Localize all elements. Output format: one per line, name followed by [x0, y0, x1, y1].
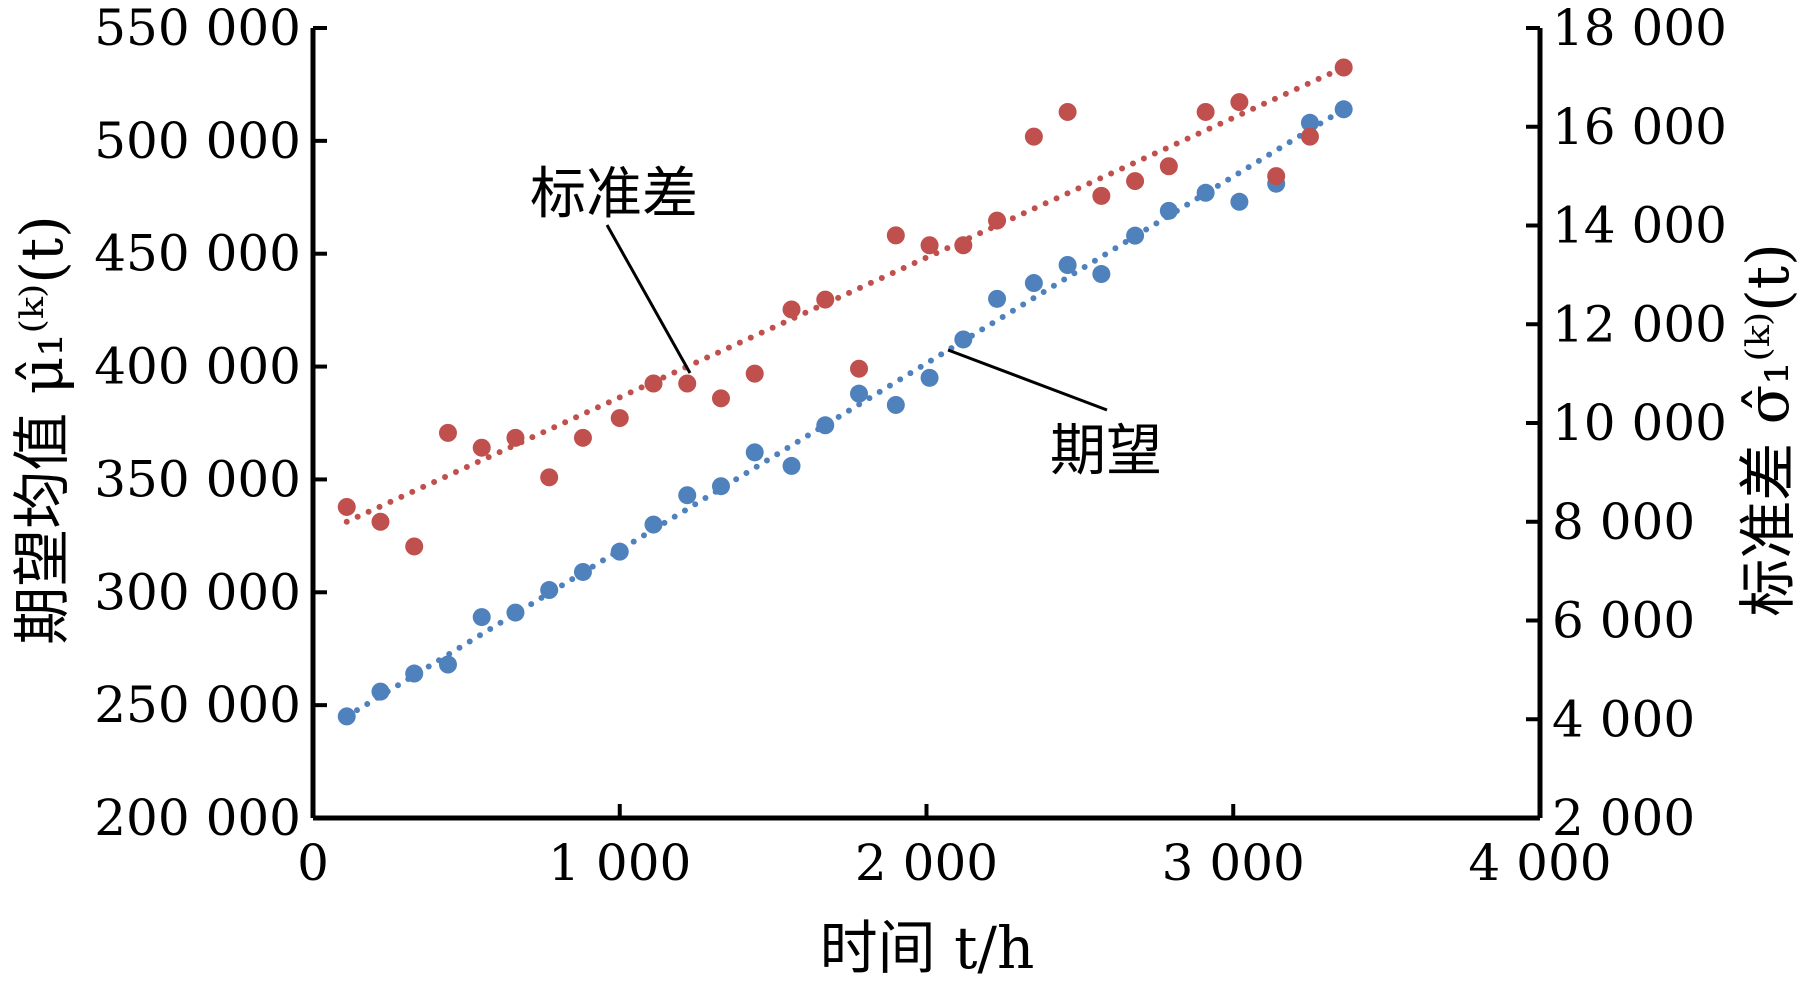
annotation-std: 标准差	[530, 162, 698, 227]
x-tick-label: 1 000	[548, 834, 691, 892]
point-mean	[1300, 113, 1319, 132]
y-right-tick-label: 16 000	[1552, 98, 1727, 156]
point-std	[988, 211, 1007, 230]
point-mean	[1092, 265, 1111, 284]
x-tick-label: 4 000	[1468, 834, 1611, 892]
point-mean	[1230, 192, 1249, 211]
point-mean	[745, 443, 764, 462]
point-mean	[1159, 201, 1178, 220]
point-std	[1159, 157, 1178, 176]
point-mean	[816, 416, 835, 435]
ticks: 0 1 000 2 000 3 000 4 000 200 000 250 000 300 0…	[94, 0, 1727, 892]
point-mean	[610, 542, 629, 561]
data-points	[337, 58, 1353, 726]
point-mean	[711, 477, 730, 496]
point-std	[678, 374, 697, 393]
point-std	[1230, 93, 1249, 112]
point-std	[954, 236, 973, 255]
y-left-tick-label: 350 000	[94, 450, 301, 508]
annotation-mean-leader	[947, 348, 1108, 412]
y-left-tick-label: 450 000	[94, 225, 301, 283]
point-std	[540, 468, 559, 487]
point-std	[610, 409, 629, 428]
x-tick-label: 2 000	[855, 834, 998, 892]
point-std	[816, 290, 835, 309]
point-mean	[438, 655, 457, 674]
point-std	[920, 236, 939, 255]
x-tick-label: 0	[297, 834, 329, 892]
point-mean	[540, 581, 559, 600]
point-std	[745, 364, 764, 383]
point-mean	[371, 682, 390, 701]
point-mean	[1058, 256, 1077, 274]
point-std	[1196, 102, 1215, 121]
y-left-tick-label: 500 000	[94, 112, 301, 170]
y-left-tick-label: 400 000	[94, 338, 301, 396]
y-left-tick-label: 550 000	[94, 0, 301, 57]
y-left-tick-label: 300 000	[94, 563, 301, 621]
point-mean	[988, 289, 1007, 308]
annotation-std-leader	[605, 224, 692, 374]
y-left-tick-label: 200 000	[94, 789, 301, 847]
point-std	[1300, 127, 1319, 146]
point-mean	[678, 486, 697, 505]
point-std	[1267, 167, 1286, 186]
point-mean	[782, 456, 801, 475]
point-mean	[1024, 274, 1043, 293]
y-right-tick-label: 14 000	[1552, 197, 1727, 255]
point-std	[644, 374, 663, 393]
point-std	[438, 423, 457, 442]
trend-lines	[343, 64, 1347, 720]
point-std	[506, 428, 525, 447]
y-right-tick-label: 8 000	[1552, 493, 1695, 551]
annotation-mean: 期望	[1050, 419, 1162, 484]
point-std	[1092, 186, 1111, 205]
point-std	[1058, 102, 1077, 121]
point-std	[1024, 127, 1043, 146]
point-mean	[850, 384, 869, 403]
point-std	[371, 512, 390, 531]
y-left-axis-title: 期望均值 μ̂₁⁽ᵏ⁾(t)	[8, 215, 76, 645]
point-mean	[573, 562, 592, 581]
point-std	[711, 389, 730, 408]
point-std	[337, 497, 356, 516]
point-std	[472, 438, 491, 457]
point-mean	[405, 664, 424, 683]
point-std	[405, 537, 424, 556]
point-std	[1126, 172, 1145, 191]
axes	[310, 28, 1543, 821]
y-right-tick-label: 10 000	[1552, 394, 1727, 452]
y-right-tick-label: 6 000	[1552, 592, 1695, 650]
point-mean	[1334, 100, 1353, 119]
trend-line-std	[343, 64, 1347, 525]
point-mean	[644, 515, 663, 534]
y-right-tick-label: 4 000	[1552, 690, 1695, 748]
point-mean	[920, 368, 939, 387]
point-std	[1334, 58, 1353, 77]
trend-line-mean	[343, 106, 1347, 720]
point-std	[573, 428, 592, 447]
point-std	[886, 226, 905, 245]
y-right-tick-label: 18 000	[1552, 0, 1727, 57]
point-std	[850, 359, 869, 378]
point-mean	[954, 330, 973, 349]
point-mean	[886, 395, 905, 414]
point-mean	[1126, 226, 1145, 245]
y-right-axis-title: 标准差 σ̂₁⁽ᵏ⁾(t)	[1734, 243, 1802, 617]
point-mean	[1196, 183, 1215, 202]
point-std	[782, 300, 801, 319]
y-left-tick-label: 250 000	[94, 676, 301, 734]
y-right-tick-label: 12 000	[1552, 295, 1727, 353]
x-tick-label: 3 000	[1162, 834, 1305, 892]
point-mean	[337, 707, 356, 726]
point-mean	[472, 608, 491, 627]
y-right-tick-label: 2 000	[1552, 789, 1695, 847]
point-mean	[506, 603, 525, 622]
x-axis-title: 时间 t/h	[820, 914, 1035, 981]
